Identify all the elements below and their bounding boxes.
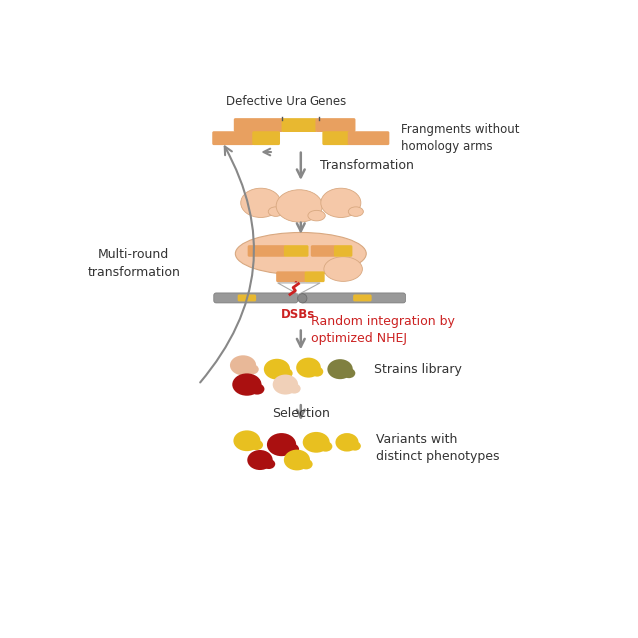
Ellipse shape (296, 358, 321, 378)
FancyBboxPatch shape (353, 295, 371, 301)
Ellipse shape (321, 188, 361, 218)
Ellipse shape (241, 188, 281, 218)
FancyBboxPatch shape (334, 245, 352, 256)
FancyBboxPatch shape (284, 245, 309, 256)
Ellipse shape (336, 433, 359, 452)
Text: Transformation: Transformation (320, 160, 414, 172)
FancyBboxPatch shape (300, 293, 406, 303)
Ellipse shape (250, 383, 264, 395)
Ellipse shape (264, 359, 290, 380)
Text: Variants with
distinct phenotypes: Variants with distinct phenotypes (376, 433, 500, 463)
Text: Frangments without
homology arms: Frangments without homology arms (401, 123, 519, 153)
Ellipse shape (276, 189, 322, 222)
Ellipse shape (343, 368, 355, 378)
Ellipse shape (235, 232, 366, 275)
FancyBboxPatch shape (276, 271, 306, 282)
FancyBboxPatch shape (305, 271, 325, 282)
Ellipse shape (300, 459, 313, 470)
FancyBboxPatch shape (315, 118, 355, 132)
Ellipse shape (272, 375, 298, 394)
FancyBboxPatch shape (252, 131, 280, 145)
FancyBboxPatch shape (322, 131, 350, 145)
Ellipse shape (319, 441, 332, 452)
Ellipse shape (349, 441, 361, 450)
Ellipse shape (262, 459, 275, 469)
Ellipse shape (348, 207, 364, 216)
FancyBboxPatch shape (348, 131, 389, 145)
Text: Selection: Selection (272, 407, 330, 420)
Ellipse shape (268, 207, 283, 216)
FancyBboxPatch shape (234, 118, 283, 132)
Ellipse shape (285, 443, 299, 455)
FancyBboxPatch shape (237, 295, 256, 301)
Ellipse shape (249, 440, 263, 450)
Text: Random integration by
optimized NHEJ: Random integration by optimized NHEJ (311, 315, 455, 345)
Text: Strains library: Strains library (374, 362, 462, 376)
Ellipse shape (246, 364, 259, 375)
Text: DSBs: DSBs (281, 308, 316, 320)
Ellipse shape (302, 432, 330, 453)
Ellipse shape (284, 450, 310, 470)
Ellipse shape (230, 355, 256, 375)
Text: Genes: Genes (309, 95, 346, 108)
Circle shape (298, 293, 307, 303)
Text: Defective Ura: Defective Ura (226, 95, 307, 108)
Ellipse shape (324, 256, 362, 281)
Polygon shape (278, 283, 320, 295)
Ellipse shape (267, 433, 296, 456)
FancyBboxPatch shape (248, 245, 285, 256)
FancyBboxPatch shape (281, 118, 317, 132)
Ellipse shape (311, 367, 323, 376)
Ellipse shape (232, 373, 262, 396)
FancyBboxPatch shape (311, 245, 336, 256)
Ellipse shape (248, 450, 272, 470)
FancyBboxPatch shape (214, 293, 298, 303)
Text: Multi-round
transformation: Multi-round transformation (87, 248, 180, 279)
Ellipse shape (327, 359, 353, 379)
Ellipse shape (288, 383, 300, 394)
Ellipse shape (279, 368, 293, 378)
Ellipse shape (234, 431, 260, 451)
Ellipse shape (308, 211, 325, 221)
FancyBboxPatch shape (212, 131, 254, 145)
